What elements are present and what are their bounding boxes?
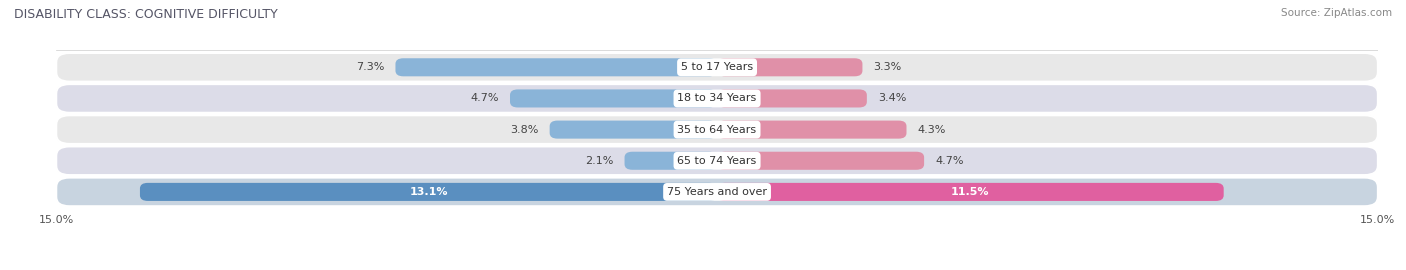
- FancyBboxPatch shape: [56, 146, 1378, 175]
- FancyBboxPatch shape: [624, 152, 717, 170]
- FancyBboxPatch shape: [717, 121, 907, 139]
- Text: Source: ZipAtlas.com: Source: ZipAtlas.com: [1281, 8, 1392, 18]
- Text: 7.3%: 7.3%: [356, 62, 384, 72]
- Text: 3.3%: 3.3%: [873, 62, 901, 72]
- Text: 13.1%: 13.1%: [409, 187, 447, 197]
- Text: DISABILITY CLASS: COGNITIVE DIFFICULTY: DISABILITY CLASS: COGNITIVE DIFFICULTY: [14, 8, 278, 21]
- Text: 4.7%: 4.7%: [471, 93, 499, 103]
- Text: 35 to 64 Years: 35 to 64 Years: [678, 124, 756, 135]
- Text: 5 to 17 Years: 5 to 17 Years: [681, 62, 754, 72]
- FancyBboxPatch shape: [56, 178, 1378, 206]
- Text: 4.3%: 4.3%: [918, 124, 946, 135]
- FancyBboxPatch shape: [717, 152, 924, 170]
- Text: 75 Years and over: 75 Years and over: [666, 187, 768, 197]
- FancyBboxPatch shape: [550, 121, 717, 139]
- FancyBboxPatch shape: [395, 58, 717, 76]
- FancyBboxPatch shape: [56, 53, 1378, 82]
- Text: 4.7%: 4.7%: [935, 156, 963, 166]
- FancyBboxPatch shape: [510, 89, 717, 107]
- FancyBboxPatch shape: [56, 84, 1378, 113]
- FancyBboxPatch shape: [141, 183, 717, 201]
- Text: 18 to 34 Years: 18 to 34 Years: [678, 93, 756, 103]
- FancyBboxPatch shape: [717, 58, 862, 76]
- Text: 3.8%: 3.8%: [510, 124, 538, 135]
- FancyBboxPatch shape: [717, 183, 1223, 201]
- Text: 2.1%: 2.1%: [585, 156, 613, 166]
- Text: 65 to 74 Years: 65 to 74 Years: [678, 156, 756, 166]
- Text: 3.4%: 3.4%: [877, 93, 907, 103]
- FancyBboxPatch shape: [717, 89, 868, 107]
- Text: 11.5%: 11.5%: [950, 187, 990, 197]
- FancyBboxPatch shape: [56, 115, 1378, 144]
